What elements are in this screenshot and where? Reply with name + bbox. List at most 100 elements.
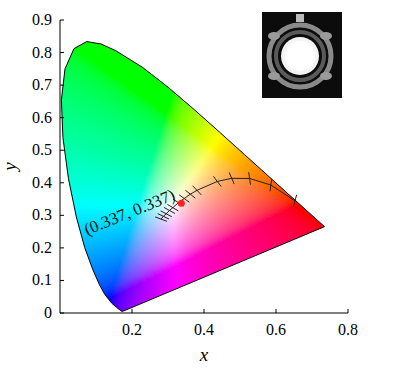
gamut-cell — [64, 256, 69, 261]
gamut-cell — [68, 72, 73, 77]
gamut-cell — [84, 300, 89, 305]
gamut-cell — [76, 64, 81, 69]
gamut-cell — [92, 92, 97, 97]
gamut-cell — [128, 128, 133, 133]
gamut-cell — [100, 268, 105, 273]
gamut-cell — [140, 244, 145, 249]
gamut-cell — [100, 48, 105, 53]
gamut-cell — [128, 276, 133, 281]
gamut-cell — [116, 76, 121, 81]
gamut-cell — [140, 132, 145, 137]
gamut-cell — [84, 120, 89, 125]
gamut-cell — [128, 64, 133, 69]
gamut-cell — [80, 104, 85, 109]
gamut-cell — [108, 244, 113, 249]
gamut-cell — [124, 124, 129, 129]
gamut-cell — [128, 268, 133, 273]
gamut-cell — [148, 244, 153, 249]
gamut-cell — [140, 276, 145, 281]
gamut-cell — [156, 232, 161, 237]
gamut-cell — [116, 108, 121, 113]
gamut-cell — [104, 264, 109, 269]
gamut-cell — [100, 132, 105, 137]
gamut-cell — [108, 60, 113, 65]
gamut-cell — [92, 36, 97, 41]
gamut-cell — [132, 76, 137, 81]
gamut-cell — [92, 240, 97, 245]
gamut-cell — [128, 104, 133, 109]
gamut-cell — [108, 164, 113, 169]
gamut-cell — [68, 124, 73, 129]
gamut-cell — [128, 260, 133, 265]
gamut-cell — [76, 20, 81, 25]
gamut-cell — [92, 192, 97, 197]
gamut-cell — [60, 20, 65, 21]
gamut-cell — [64, 272, 69, 277]
gamut-cell — [96, 200, 101, 205]
gamut-cell — [132, 124, 137, 129]
gamut-cell — [84, 200, 89, 205]
gamut-cell — [140, 84, 145, 89]
gamut-cell — [60, 64, 65, 69]
gamut-cell — [100, 272, 105, 277]
gamut-cell — [96, 160, 101, 165]
gamut-cell — [108, 240, 113, 245]
gamut-cell — [148, 60, 153, 65]
gamut-cell — [104, 116, 109, 121]
gamut-cell — [88, 248, 93, 253]
gamut-cell — [104, 232, 109, 237]
gamut-cell — [112, 52, 117, 57]
gamut-cell — [160, 52, 165, 57]
gamut-cell — [72, 36, 77, 41]
gamut-cell — [128, 168, 133, 173]
gamut-cell — [80, 168, 85, 173]
gamut-cell — [76, 100, 81, 105]
gamut-cell — [76, 252, 81, 257]
gamut-cell — [128, 36, 133, 41]
gamut-cell — [108, 288, 113, 293]
gamut-cell — [92, 288, 97, 293]
gamut-cell — [96, 68, 101, 73]
gamut-cell — [104, 136, 109, 141]
gamut-cell — [104, 28, 109, 33]
gamut-cell — [156, 152, 161, 157]
gamut-cell — [84, 260, 89, 265]
gamut-cell — [116, 112, 121, 117]
gamut-cell — [148, 84, 153, 89]
gamut-cell — [92, 164, 97, 169]
gamut-cell — [72, 80, 77, 85]
gamut-cell — [96, 144, 101, 149]
gamut-cell — [80, 76, 85, 81]
gamut-cell — [88, 244, 93, 249]
gamut-cell — [100, 36, 105, 41]
gamut-cell — [152, 152, 157, 157]
gamut-cell — [108, 192, 113, 197]
gamut-cell — [124, 224, 129, 229]
gamut-cell — [148, 148, 153, 153]
gamut-cell — [104, 144, 109, 149]
gamut-cell — [96, 88, 101, 93]
gamut-cell — [68, 276, 73, 281]
gamut-cell — [144, 156, 149, 161]
gamut-cell — [104, 20, 109, 21]
gamut-cell — [132, 296, 137, 301]
gamut-cell — [88, 84, 93, 89]
gamut-cell — [80, 124, 85, 129]
gamut-cell — [128, 68, 133, 73]
gamut-cell — [116, 32, 121, 37]
gamut-cell — [132, 120, 137, 125]
gamut-cell — [132, 300, 137, 305]
gamut-cell — [156, 284, 161, 289]
gamut-cell — [72, 240, 77, 245]
gamut-cell — [140, 220, 145, 225]
gamut-cell — [152, 304, 157, 309]
gamut-cell — [140, 88, 145, 93]
gamut-cell — [156, 20, 161, 25]
gamut-cell — [156, 36, 161, 41]
gamut-cell — [116, 164, 121, 169]
gamut-cell — [128, 284, 133, 289]
gamut-cell — [96, 108, 101, 113]
gamut-cell — [128, 192, 133, 197]
gamut-cell — [100, 76, 105, 81]
gamut-cell — [104, 308, 109, 313]
